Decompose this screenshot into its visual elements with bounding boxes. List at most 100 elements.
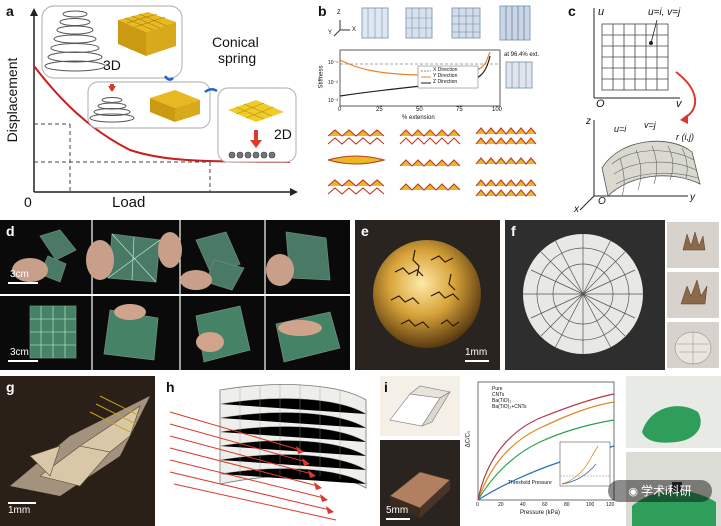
panel-b-legend-x: X Direction bbox=[433, 67, 458, 73]
panel-i-label: i bbox=[384, 379, 388, 395]
panel-e: e 1mm bbox=[355, 220, 500, 370]
panel-i-inset-label: Threshold Pressure bbox=[508, 480, 552, 486]
panel-g-scalebar bbox=[8, 502, 36, 504]
panel-i: i 5mm Pure CNTs Ba(TiO)₃ Ba(TiO)₃+CNTs Δ… bbox=[380, 376, 721, 526]
panel-d-scalebar-top bbox=[8, 282, 38, 284]
panel-b-label: b bbox=[318, 3, 327, 19]
panel-e-label: e bbox=[361, 223, 369, 239]
panel-i-xtick-5: 100 bbox=[586, 502, 595, 508]
panel-c-label: c bbox=[568, 3, 576, 19]
wechat-icon: ◉ bbox=[628, 486, 641, 498]
panel-a-title-1: Conical bbox=[212, 34, 259, 50]
curved-surface bbox=[601, 140, 701, 197]
panel-i-legend-batio-cnts: Ba(TiO)₃+CNTs bbox=[492, 404, 527, 410]
lattice-row bbox=[361, 5, 533, 89]
panel-c-origin-3d: O bbox=[598, 196, 606, 207]
zigzag-grid bbox=[327, 127, 537, 197]
panel-c-surf-r: r (i,j) bbox=[676, 132, 694, 142]
panel-e-scale: 1mm bbox=[465, 347, 488, 358]
panel-i-legend-cnts: CNTs bbox=[492, 392, 505, 398]
panel-b-axis-z: Z bbox=[337, 10, 341, 16]
panel-a-chart bbox=[30, 5, 298, 196]
series-batio bbox=[477, 419, 615, 501]
panel-h-diagram bbox=[169, 384, 367, 521]
panel-i-ylabel: ΔC/C₀ bbox=[465, 430, 472, 448]
panel-b: b Z Y X Stiffness 10⁻¹ 10⁻² 10⁻³ 0 25 50… bbox=[300, 0, 560, 215]
panel-c-v-axis: v bbox=[676, 98, 682, 110]
panel-i-xlabel: Pressure (kPa) bbox=[520, 510, 561, 516]
panel-i-scalebar bbox=[386, 518, 410, 520]
panel-b-xtick-2: 50 bbox=[416, 107, 423, 113]
panel-a-xlabel: Load bbox=[112, 194, 146, 211]
watermark-text: 学术i科研 bbox=[640, 484, 692, 498]
series-cnts bbox=[477, 401, 615, 501]
panel-b-legend-y: Y Direction bbox=[433, 73, 458, 79]
panel-c-grid-label: u=i, v=j bbox=[648, 7, 681, 18]
panel-c-u-axis: u bbox=[598, 6, 605, 18]
panel-d-scale-top: 3cm bbox=[10, 269, 29, 280]
inset-mid bbox=[87, 81, 211, 129]
panel-b-ylabel: Stiffness bbox=[318, 65, 325, 89]
panel-c-axis-z: z bbox=[586, 116, 591, 127]
panel-e-scalebar bbox=[465, 360, 489, 362]
series-batio-cnts bbox=[477, 393, 615, 501]
panel-f-label: f bbox=[511, 223, 516, 239]
panel-c-surf-u: u=i bbox=[614, 124, 627, 134]
panel-b-annotation: at 96.4% ext. bbox=[504, 52, 540, 58]
panel-a: a Displacement Load 0 Conical spring 3D … bbox=[0, 0, 300, 215]
panel-b-axis-x: X bbox=[352, 27, 357, 33]
panel-c-diagram bbox=[579, 8, 701, 211]
panel-i-xtick-6: 120 bbox=[606, 502, 615, 508]
panel-b-xlabel: % extension bbox=[402, 115, 435, 121]
watermark: ◉ 学术i科研 bbox=[608, 480, 712, 502]
displacement-curve bbox=[33, 65, 291, 163]
panel-b-legend-z: Z Direction bbox=[433, 79, 458, 85]
panel-c-axis-x: x bbox=[574, 204, 579, 215]
panel-e-photo bbox=[355, 220, 500, 370]
panel-g-scale: 1mm bbox=[8, 505, 31, 516]
panel-i-xtick-3: 60 bbox=[542, 502, 548, 508]
panel-c-origin: O bbox=[596, 98, 605, 110]
panel-a-origin: 0 bbox=[24, 194, 32, 210]
panel-h: h bbox=[160, 376, 375, 526]
panel-a-label: a bbox=[6, 3, 14, 19]
panel-b-ytick-2: 10⁻³ bbox=[328, 98, 338, 104]
panel-c-axis-y: y bbox=[690, 192, 695, 203]
panel-a-tag-2d: 2D bbox=[274, 126, 292, 142]
panel-g-label: g bbox=[6, 379, 15, 395]
panel-a-tag-3d: 3D bbox=[103, 57, 121, 73]
panel-g: g 1mm bbox=[0, 376, 155, 526]
panel-i-xtick-1: 20 bbox=[498, 502, 504, 508]
panel-c-surf-v: v=j bbox=[644, 120, 656, 130]
panel-i-figure bbox=[380, 376, 721, 526]
panel-b-chart bbox=[327, 5, 537, 197]
panel-i-legend-batio: Ba(TiO)₃ bbox=[492, 398, 512, 404]
panel-f-photos bbox=[505, 220, 721, 370]
inset-3d bbox=[41, 5, 183, 79]
panel-b-xtick-0: 0 bbox=[338, 107, 342, 113]
panel-b-xtick-3: 75 bbox=[456, 107, 463, 113]
panel-i-xtick-0: 0 bbox=[476, 502, 479, 508]
panel-i-legend-pure: Pure bbox=[492, 386, 503, 392]
panel-b-ytick-1: 10⁻² bbox=[328, 80, 338, 86]
panel-f: f bbox=[505, 220, 721, 370]
panel-c: c u v O u=i, v=j u=i v=j r (i,j) z y x O bbox=[560, 0, 721, 215]
panel-a-ylabel: Displacement bbox=[4, 57, 20, 143]
panel-d-scalebar-bottom bbox=[8, 360, 38, 362]
panel-i-xtick-4: 80 bbox=[564, 502, 570, 508]
panel-d-label: d bbox=[6, 223, 15, 239]
panel-d-photos bbox=[0, 220, 350, 370]
panel-b-xtick-4: 100 bbox=[492, 107, 503, 113]
panel-i-xtick-2: 40 bbox=[520, 502, 526, 508]
panel-d-scale-bottom: 3cm bbox=[10, 347, 29, 358]
panel-b-axis-y: Y bbox=[328, 30, 333, 36]
gold-sphere bbox=[373, 240, 481, 348]
inset-2d bbox=[217, 87, 297, 163]
panel-i-scale: 5mm bbox=[386, 505, 409, 516]
panel-b-xtick-1: 25 bbox=[376, 107, 383, 113]
panel-h-label: h bbox=[166, 379, 175, 395]
panel-b-ytick-0: 10⁻¹ bbox=[328, 60, 338, 66]
panel-d: d 3cm 3cm bbox=[0, 220, 350, 370]
panel-a-title-2: spring bbox=[218, 50, 257, 66]
